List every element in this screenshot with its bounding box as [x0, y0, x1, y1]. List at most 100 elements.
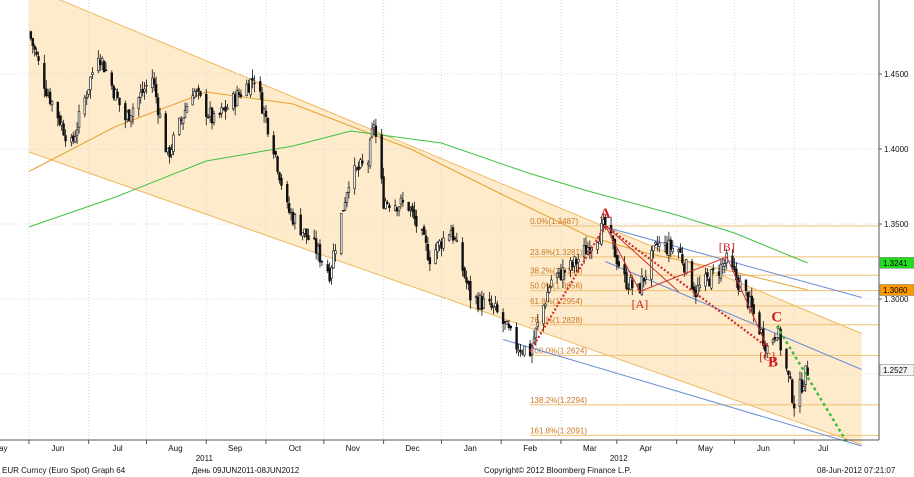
candle-body	[307, 235, 310, 241]
regression-line	[502, 339, 862, 447]
candle-body	[29, 31, 33, 39]
candle-body	[345, 192, 349, 203]
copyright-label: Copyright© 2012 Bloomberg Finance L.P.	[484, 466, 632, 475]
candle-body	[172, 134, 175, 152]
candle-body	[492, 305, 495, 308]
candle-body	[677, 249, 680, 252]
candle-body	[291, 212, 295, 225]
x-tick-label: Jan	[464, 444, 477, 453]
candle-body	[253, 82, 256, 85]
candle-body	[212, 113, 216, 123]
x-tick-label: Jun	[757, 444, 770, 453]
candle-body	[127, 109, 131, 121]
candle-body	[449, 230, 453, 237]
candle-body	[64, 135, 67, 142]
x-tick-label: May	[0, 444, 8, 453]
x-tick-label: Dec	[405, 444, 419, 453]
candle-body	[280, 177, 283, 186]
candle-body	[596, 242, 599, 250]
candle-body	[193, 91, 196, 98]
chart-footer: EUR Curncy (Euro Spot) Graph 64 День 09J…	[0, 464, 914, 477]
candle-body	[642, 277, 646, 282]
candle-body	[792, 403, 796, 409]
candle-body	[374, 125, 378, 137]
candle-body	[33, 45, 36, 50]
candle-body	[114, 89, 117, 101]
candle-body	[496, 304, 499, 313]
candle-body	[461, 242, 464, 271]
candle-body	[264, 110, 268, 117]
candle-body	[787, 370, 790, 375]
candle-body	[629, 277, 632, 290]
wave-label: C	[771, 310, 782, 326]
wave-label: A	[600, 206, 611, 222]
candle-body	[129, 115, 133, 123]
candle-body	[467, 280, 470, 285]
candle-body	[77, 111, 81, 129]
x-tick-label: Jul	[818, 444, 828, 453]
fib-level-label: 23.6%(1.3281)	[530, 248, 583, 257]
candle-body	[536, 321, 540, 328]
candle-body	[361, 160, 364, 164]
candle-body	[557, 268, 561, 273]
candle-body	[569, 260, 572, 271]
candle-body	[476, 296, 480, 310]
candle-body	[690, 261, 694, 290]
candle-body	[573, 256, 576, 267]
candle-body	[706, 272, 709, 277]
candle-body	[124, 103, 127, 121]
instrument-label: EUR Curncy (Euro Spot) Graph 64	[2, 466, 126, 475]
price-badge-label: 1.2527	[883, 366, 908, 375]
fib-level-label: 138.2%(1.2294)	[530, 396, 587, 405]
candle-body	[100, 57, 104, 63]
candle-body	[775, 337, 779, 341]
candle-body	[260, 92, 264, 114]
candle-body	[503, 320, 507, 323]
candle-body	[372, 124, 376, 129]
candle-body	[45, 88, 48, 97]
candle-body	[698, 284, 701, 288]
candle-body	[490, 302, 493, 308]
candle-body	[488, 298, 491, 302]
candle-body	[436, 242, 439, 253]
candle-body	[463, 267, 466, 278]
candle-body	[505, 320, 509, 325]
candle-body	[582, 245, 586, 258]
candle-body	[366, 162, 370, 166]
price-chart: 0.0%(1.3487) 23.6%(1.3281) 38.2%(1.3158) 50…	[0, 0, 914, 464]
y-tick-label: 1.4000	[884, 145, 909, 154]
x-tick-label: Jun	[51, 444, 64, 453]
candle-body	[339, 213, 343, 254]
candle-body	[139, 91, 142, 98]
candle-body	[357, 166, 360, 171]
candle-body	[35, 51, 38, 55]
candle-body	[667, 239, 671, 256]
candle-body	[438, 240, 441, 246]
candle-body	[316, 245, 320, 255]
moving-average-green	[28, 130, 808, 264]
candle-body	[395, 207, 399, 212]
candle-body	[72, 135, 75, 141]
candle-body	[370, 128, 374, 138]
moving-average-orange	[28, 91, 808, 291]
candle-body	[110, 72, 114, 86]
candle-body	[206, 116, 210, 119]
candle-body	[272, 135, 275, 155]
candle-body	[671, 247, 674, 253]
candle-body	[341, 210, 345, 212]
fib-level-label: 61.8%(1.2954)	[530, 297, 583, 306]
candle-body	[60, 121, 63, 126]
candle-body	[305, 228, 308, 238]
candle-body	[652, 245, 655, 252]
candle-body	[494, 303, 497, 308]
candle-body	[62, 123, 65, 136]
price-badge	[879, 284, 914, 296]
candle-body	[559, 269, 563, 281]
candle-body	[584, 245, 588, 255]
candle-body	[710, 269, 713, 289]
candle-body	[232, 93, 235, 110]
candle-body	[287, 203, 291, 213]
candle-body	[420, 229, 424, 231]
candle-body	[274, 151, 277, 155]
candle-body	[347, 187, 351, 193]
